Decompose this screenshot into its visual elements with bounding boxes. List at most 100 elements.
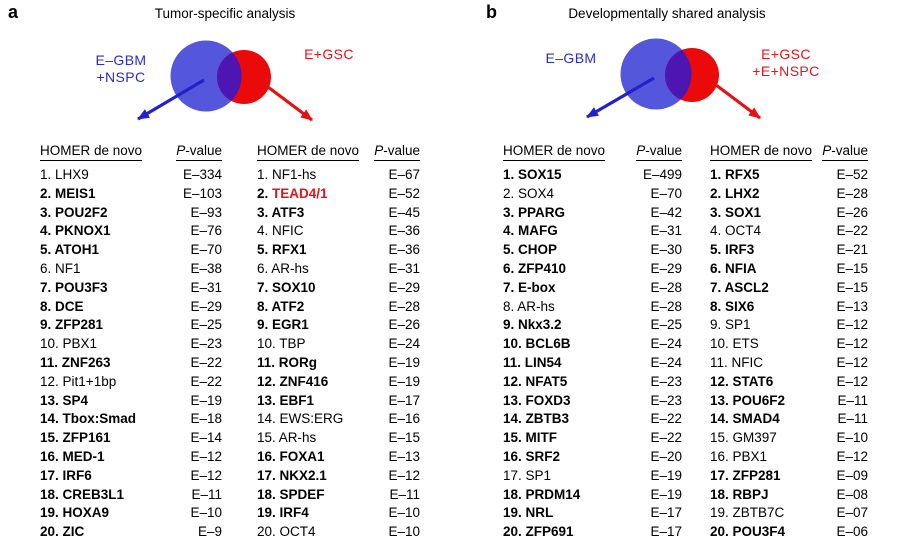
arrow-to-right-list: [715, 83, 761, 120]
motif-row: 17. IRF6 E–12: [40, 467, 222, 486]
motif-column-header: HOMER de novo: [257, 143, 360, 161]
motif-label: 20. OCT4: [257, 523, 316, 542]
motif-rank: 6.: [257, 260, 269, 276]
motif-name: ATF3: [271, 204, 305, 220]
motif-rank: 2.: [710, 185, 722, 201]
motif-rank: 18.: [257, 486, 276, 502]
motif-name: SRF2: [525, 448, 561, 464]
motif-row: 20. ZIC E–9: [40, 523, 222, 542]
motif-name: RFX1: [272, 242, 307, 258]
motif-rank: 16.: [503, 448, 522, 464]
motif-name: AR-hs: [278, 430, 317, 446]
motif-label: 8. SIX6: [710, 298, 754, 317]
motif-rank: 17.: [257, 467, 276, 483]
motif-row: 19. ZBTB7C E–07: [710, 504, 868, 523]
pvalue: E–29: [190, 298, 222, 314]
motif-name: OCT4: [725, 223, 762, 239]
motif-label: 18. PRDM14: [503, 486, 580, 505]
motif-row: 2. LHX2 E–28: [710, 185, 868, 204]
motif-row: 11. LIN54 E–24: [503, 354, 682, 373]
motif-rank: 15.: [710, 430, 729, 446]
pvalue: E–17: [388, 392, 420, 408]
panel-b-title: Developmentally shared analysis: [568, 6, 766, 21]
motif-name: ZFP281: [55, 317, 104, 333]
motif-label: 1. NF1-hs: [257, 166, 316, 185]
motif-rank: 9.: [503, 317, 515, 333]
motif-name: AR-hs: [271, 260, 309, 276]
motif-row: 9. ZFP281 E–25: [40, 316, 222, 335]
motif-label: 15. AR-hs: [257, 429, 316, 448]
motif-rank: 16.: [710, 448, 729, 464]
pvalue: E–13: [388, 448, 420, 464]
motif-name: ZBTB7C: [732, 505, 785, 521]
motif-name: SMAD4: [732, 411, 780, 427]
motif-name: Pit1+1bp: [62, 373, 117, 389]
pvalue: E–28: [650, 298, 682, 314]
pvalue: E–11: [837, 411, 868, 427]
motif-label: 20. ZFP691: [503, 523, 574, 542]
motif-label: 1. LHX9: [40, 166, 89, 185]
motif-label: 6. NF1: [40, 260, 81, 279]
motif-rank: 14.: [710, 411, 729, 427]
motif-name: EWS:ERG: [279, 411, 344, 427]
motif-row: 10. BCL6B E–24: [503, 335, 682, 354]
pvalue: E–17: [650, 505, 682, 521]
motif-row: 7. SOX10 E–29: [257, 279, 420, 298]
motif-name: NFIC: [731, 354, 764, 370]
motif-label: 9. ZFP281: [40, 316, 103, 335]
motif-name: NFIA: [725, 260, 757, 276]
motif-rank: 17.: [710, 467, 729, 483]
motif-label: 20. ZIC: [40, 523, 84, 542]
motif-row: 15. MITF E–22: [503, 429, 682, 448]
motif-name: SPDEF: [279, 486, 325, 502]
pvalue: E–334: [182, 167, 222, 182]
motif-label: 15. GM397: [710, 429, 777, 448]
motif-label: 7. POU3F3: [40, 279, 108, 298]
pvalue: E–52: [836, 167, 868, 182]
motif-row: 6. ZFP410 E–29: [503, 260, 682, 279]
motif-row: 12. Pit1+1bp E–22: [40, 373, 222, 392]
pvalue: E–15: [836, 279, 868, 295]
motif-label: 7. E-box: [503, 279, 556, 298]
motif-rank: 13.: [257, 392, 276, 408]
motif-row: 12. ZNF416 E–19: [257, 373, 420, 392]
pvalue: E–29: [650, 260, 682, 276]
motif-label: 2. SOX4: [503, 185, 554, 204]
pvalue: E–52: [388, 185, 420, 201]
motif-rank: 8.: [710, 298, 722, 314]
motif-label: 11. LIN54: [503, 354, 562, 373]
motif-rank: 4.: [40, 223, 52, 239]
motif-name: IRF6: [62, 467, 92, 483]
motif-name: POU3F4: [732, 524, 786, 540]
pvalue-column-header: P-value: [374, 143, 420, 161]
motif-label: 7. SOX10: [257, 279, 316, 298]
motif-label: 8. ATF2: [257, 298, 304, 317]
motif-row: 1. RFX5 E–52: [710, 166, 868, 185]
motif-list-a-left: HOMER de novo P-value 1. LHX9 E–334 2. MEI…: [40, 143, 222, 542]
motif-label: 7. ASCL2: [710, 279, 769, 298]
motif-name: ZFP281: [732, 467, 781, 483]
panel-a-letter: a: [8, 2, 19, 22]
motif-rank: 14.: [503, 411, 522, 427]
motif-name: ATOH1: [54, 242, 100, 258]
motif-rank: 18.: [40, 486, 59, 502]
pvalue: E–42: [650, 204, 682, 220]
motif-rank: 5.: [503, 242, 515, 258]
motif-rank: 16.: [40, 448, 59, 464]
pvalue: E–12: [836, 317, 868, 333]
venn-overlap: [217, 50, 242, 104]
pvalue: E–76: [190, 223, 222, 239]
pvalue: E–36: [388, 242, 420, 258]
pvalue: E–12: [836, 448, 868, 464]
motif-rank: 1.: [257, 167, 269, 182]
arrow-to-left-list: [137, 78, 205, 121]
motif-rank: 5.: [710, 242, 722, 258]
venn-left-label-b: E–GBM: [536, 50, 606, 67]
motif-row: 3. POU2F2 E–93: [40, 204, 222, 223]
pvalue: E–28: [650, 279, 682, 295]
pvalue: E–26: [388, 317, 420, 333]
motif-row: 7. ASCL2 E–15: [710, 279, 868, 298]
motif-name: NFAT5: [525, 373, 568, 389]
pvalue: E–08: [836, 486, 868, 502]
pvalue: E–11: [389, 486, 420, 502]
